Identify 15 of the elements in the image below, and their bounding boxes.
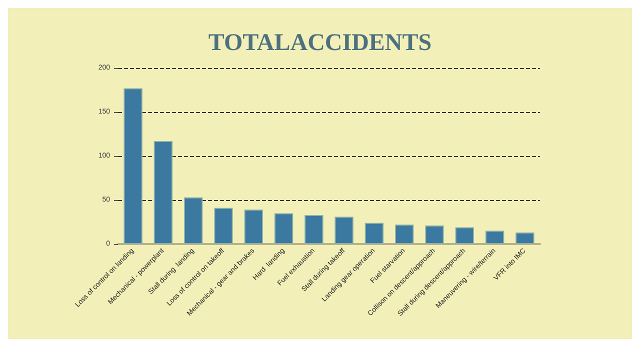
bar	[334, 216, 354, 244]
bar	[455, 227, 474, 244]
bar	[516, 232, 534, 244]
bar	[124, 88, 142, 244]
bar	[184, 197, 203, 244]
bar	[304, 214, 324, 244]
bar	[214, 208, 233, 244]
bar	[485, 230, 504, 244]
bar	[364, 222, 384, 244]
bar	[425, 226, 444, 244]
bar	[244, 210, 263, 244]
bar	[395, 224, 414, 244]
bar	[274, 213, 294, 244]
bar	[154, 141, 173, 244]
chart-title: TOTALACCIDENTS	[208, 30, 432, 56]
